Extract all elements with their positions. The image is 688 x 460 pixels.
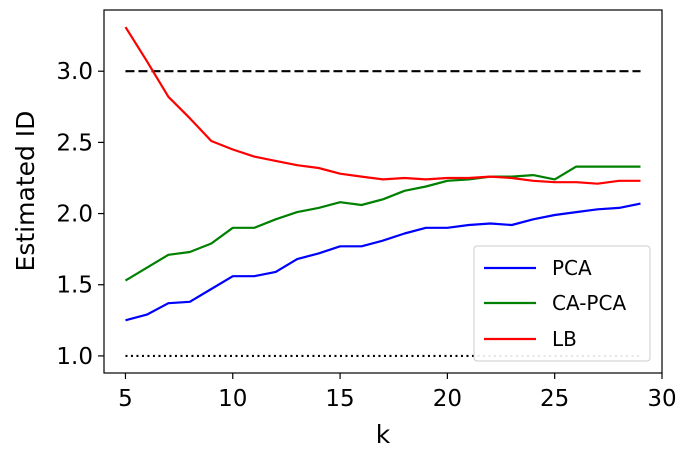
series-line-ca-pca	[124, 165, 641, 282]
x-tick-label: 30	[647, 386, 676, 412]
y-axis-ticks: 1.0 1.5 2.0 2.5 3.0	[56, 59, 104, 370]
y-tick-label: 2.0	[56, 202, 93, 228]
legend-frame	[473, 245, 651, 362]
plot-frame	[103, 9, 663, 374]
y-tick-label: 3.0	[56, 59, 93, 85]
legend-label-pca: PCA	[552, 256, 592, 280]
x-tick-label: 5	[118, 386, 133, 412]
series-line-pca	[125, 202, 641, 322]
x-tick-label: 25	[540, 386, 569, 412]
x-tick-label: 15	[325, 386, 354, 412]
x-axis-ticks: 5 10 15 20 25 30	[118, 373, 677, 412]
series-line-lb	[124, 26, 641, 185]
y-tick-label: 1.0	[56, 344, 93, 370]
y-axis-title: Estimated ID	[11, 111, 40, 272]
legend-label-ca-pca: CA-PCA	[552, 291, 626, 315]
series-lines	[124, 26, 641, 322]
x-axis-title: k	[376, 420, 391, 449]
x-tick-label: 10	[218, 386, 247, 412]
y-tick-label: 1.5	[56, 273, 93, 299]
x-tick-label: 20	[433, 386, 462, 412]
legend: PCA CA-PCA LB	[473, 245, 651, 362]
legend-label-lb: LB	[552, 327, 577, 351]
y-tick-label: 2.5	[56, 130, 93, 156]
